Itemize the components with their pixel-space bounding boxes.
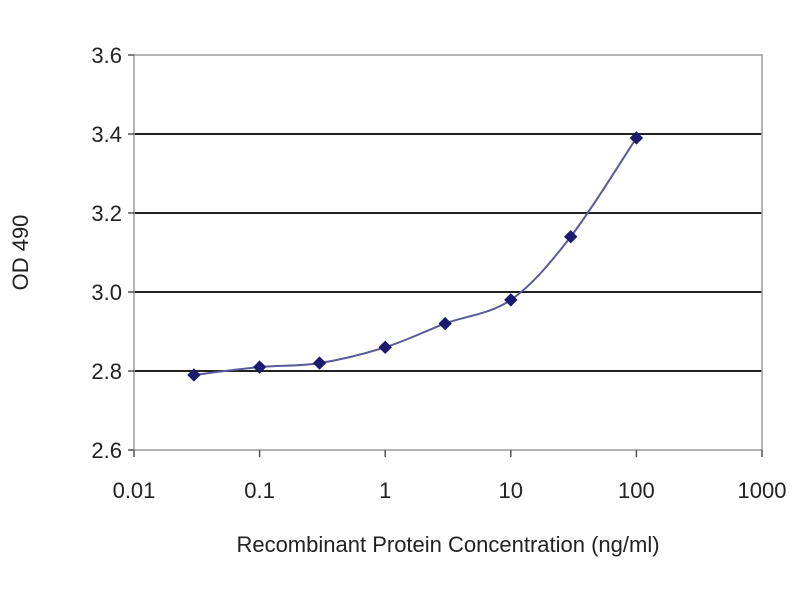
y-tick-label: 3.6 bbox=[91, 43, 122, 68]
series-layer bbox=[187, 131, 644, 382]
y-tick-label: 3.4 bbox=[91, 122, 122, 147]
x-tick-label: 1 bbox=[379, 478, 391, 503]
gridlines bbox=[134, 133, 762, 372]
y-axis-title: OD 490 bbox=[8, 215, 33, 291]
data-point bbox=[564, 229, 578, 244]
y-tick-label: 2.6 bbox=[91, 438, 122, 463]
data-point bbox=[504, 293, 518, 307]
data-point bbox=[438, 316, 452, 331]
plot-frame bbox=[133, 54, 763, 451]
y-tick-label: 3.0 bbox=[91, 280, 122, 305]
x-tick-label: 0.1 bbox=[244, 478, 275, 503]
data-point bbox=[252, 360, 267, 374]
x-tick-label: 100 bbox=[618, 478, 655, 503]
data-point bbox=[378, 340, 392, 355]
y-tick-label: 2.8 bbox=[91, 359, 122, 384]
x-axis-title: Recombinant Protein Concentration (ng/ml… bbox=[236, 532, 659, 557]
x-tick-label: 0.01 bbox=[113, 478, 156, 503]
y-tick-label: 3.2 bbox=[91, 201, 122, 226]
plot-area bbox=[134, 55, 762, 450]
x-tick-label: 10 bbox=[499, 478, 523, 503]
data-point bbox=[629, 131, 644, 145]
axis-ticks: 2.6 2.8 3.0 3.2 3.4 3.6 0.01 0.1 1 10 100 1000 bbox=[91, 43, 786, 503]
data-point bbox=[187, 368, 201, 382]
x-tick-label: 1000 bbox=[738, 478, 787, 503]
data-point bbox=[312, 356, 327, 370]
